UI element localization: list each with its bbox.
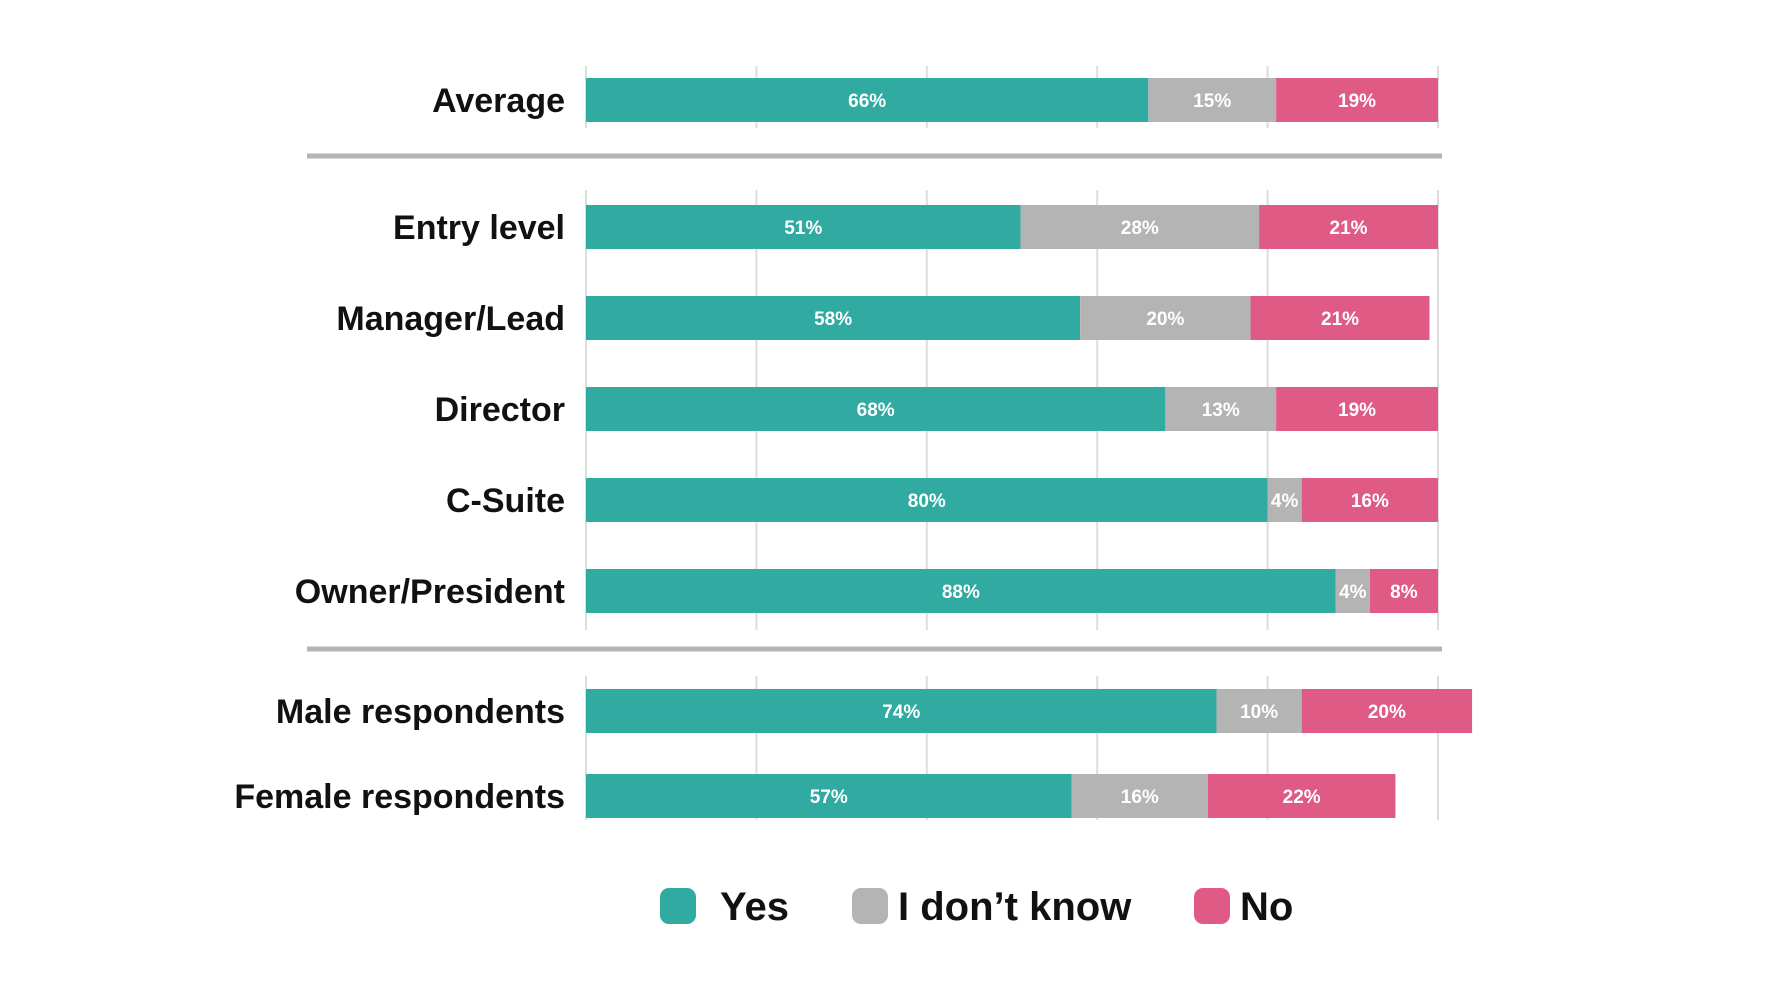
data-label: 57% <box>810 787 848 808</box>
legend-item-i-don-t-know: I don’t know <box>852 885 1132 929</box>
data-label: 4% <box>1339 582 1367 603</box>
category-label: Female respondents <box>234 778 565 816</box>
data-label: 51% <box>784 218 822 239</box>
bar-segment-yes <box>586 569 1336 613</box>
bar-segment-yes <box>586 774 1072 818</box>
legend-label: Yes <box>720 885 789 929</box>
bar-segment-no <box>1276 387 1438 431</box>
bar-segment-yes <box>586 689 1217 733</box>
category-label: Entry level <box>393 209 565 247</box>
bar-segment-no <box>1276 78 1438 122</box>
bar-segment-i-don-t-know <box>1071 774 1208 818</box>
bar-row-c-suite: 80% 4% 16% <box>586 478 1438 522</box>
bar-segment-i-don-t-know <box>1148 78 1277 122</box>
bar-row-entry-level: 51% 28% 21% <box>586 205 1438 249</box>
data-label: 74% <box>882 702 920 723</box>
data-label: 58% <box>814 309 852 330</box>
data-label: 19% <box>1338 400 1376 421</box>
legend-swatch <box>1194 888 1230 924</box>
data-label: 80% <box>908 491 946 512</box>
bar-segment-yes <box>586 387 1166 431</box>
legend-swatch <box>660 888 696 924</box>
category-label: Average <box>432 82 565 120</box>
legend-item-yes: Yes <box>660 885 789 929</box>
category-label: Director <box>435 391 565 429</box>
data-label: 21% <box>1321 309 1359 330</box>
bar-segment-i-don-t-know <box>1267 478 1302 522</box>
bars: 66% 15% 19% 51% 28% 21% 58% 20% 21% 68% 13% 19% 80% 4… <box>586 78 1473 818</box>
data-label: 16% <box>1351 491 1389 512</box>
category-label: Owner/President <box>295 573 565 611</box>
category-labels: Average Entry level Manager/Lead Director C-… <box>234 82 565 816</box>
bar-row-average: 66% 15% 19% <box>586 78 1438 122</box>
data-label: 88% <box>942 582 980 603</box>
bar-segment-no <box>1250 296 1430 340</box>
bar-segment-i-don-t-know <box>1335 569 1370 613</box>
bar-segment-no <box>1301 478 1438 522</box>
data-label: 8% <box>1390 582 1418 603</box>
data-label: 15% <box>1193 91 1231 112</box>
bar-row-owner-president: 88% 4% 8% <box>586 569 1438 613</box>
bar-segment-i-don-t-know <box>1020 205 1260 249</box>
bar-segment-i-don-t-know <box>1216 689 1302 733</box>
data-label: 10% <box>1240 702 1278 723</box>
bar-row-manager-lead: 58% 20% 21% <box>586 296 1430 340</box>
legend-item-no: No <box>1194 885 1293 929</box>
bar-row-male-respondents: 74% 10% 20% <box>586 689 1473 733</box>
bar-segment-no <box>1369 569 1438 613</box>
bar-row-female-respondents: 57% 16% 22% <box>586 774 1396 818</box>
bar-segment-yes <box>586 78 1149 122</box>
category-label: Manager/Lead <box>336 300 565 338</box>
data-label: 4% <box>1271 491 1299 512</box>
bar-segment-no <box>1259 205 1438 249</box>
bar-segment-no <box>1207 774 1396 818</box>
group-separators <box>307 153 1442 652</box>
data-label: 68% <box>857 400 895 421</box>
legend-label: I don’t know <box>898 885 1132 929</box>
bar-segment-yes <box>586 478 1268 522</box>
data-label: 16% <box>1121 787 1159 808</box>
bar-segment-i-don-t-know <box>1080 296 1251 340</box>
data-label: 22% <box>1283 787 1321 808</box>
legend: Yes I don’t know No <box>660 885 1293 929</box>
bar-row-director: 68% 13% 19% <box>586 387 1438 431</box>
data-label: 20% <box>1146 309 1184 330</box>
legend-label: No <box>1240 885 1293 929</box>
category-label: Male respondents <box>276 693 565 731</box>
bar-segment-no <box>1301 689 1473 733</box>
bar-segment-i-don-t-know <box>1165 387 1277 431</box>
data-label: 20% <box>1368 702 1406 723</box>
data-label: 19% <box>1338 91 1376 112</box>
data-label: 66% <box>848 91 886 112</box>
category-label: C-Suite <box>446 482 565 520</box>
bar-segment-yes <box>586 205 1021 249</box>
bar-segment-yes <box>586 296 1081 340</box>
data-label: 28% <box>1121 218 1159 239</box>
data-label: 21% <box>1330 218 1368 239</box>
legend-swatch <box>852 888 888 924</box>
data-label: 13% <box>1202 400 1240 421</box>
